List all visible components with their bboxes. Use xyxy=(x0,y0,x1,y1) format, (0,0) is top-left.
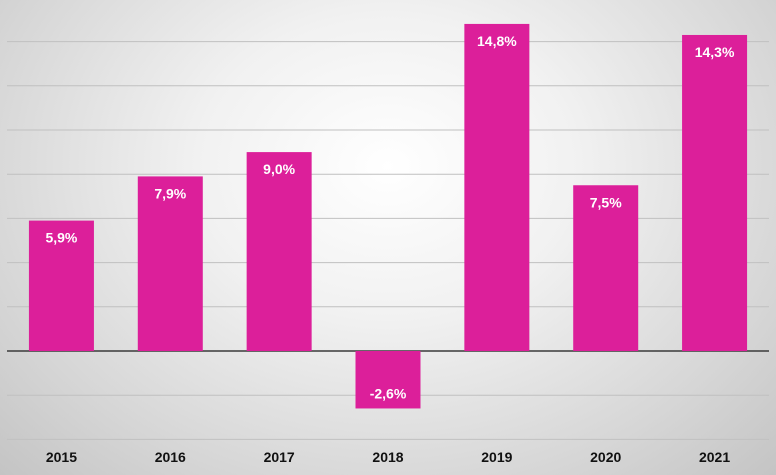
bar-2015 xyxy=(28,220,94,351)
bar-2018 xyxy=(355,351,421,409)
bar-2016 xyxy=(137,176,203,351)
x-tick-label-2020: 2020 xyxy=(590,449,621,465)
bar-2021 xyxy=(682,34,748,351)
bar-2020 xyxy=(573,185,639,351)
data-label-2017: 9,0% xyxy=(263,161,295,177)
data-label-2015: 5,9% xyxy=(45,230,77,246)
data-label-2019: 14,8% xyxy=(477,33,517,49)
bar-2017 xyxy=(246,152,312,351)
data-label-2020: 7,5% xyxy=(590,194,622,210)
bars xyxy=(28,23,748,409)
x-tick-label-2016: 2016 xyxy=(155,449,186,465)
x-tick-label-2017: 2017 xyxy=(264,449,295,465)
data-label-2018: -2,6% xyxy=(370,385,407,401)
data-label-2021: 14,3% xyxy=(695,44,735,60)
x-tick-label-2019: 2019 xyxy=(481,449,512,465)
x-tick-label-2015: 2015 xyxy=(46,449,77,465)
x-tick-labels: 2015 2016 2017 2018 2019 2020 2021 xyxy=(46,449,731,465)
x-tick-label-2021: 2021 xyxy=(699,449,730,465)
data-label-2016: 7,9% xyxy=(154,185,186,201)
data-labels: 5,9% 7,9% 9,0% -2,6% 14,8% 7,5% 14,3% xyxy=(45,33,735,402)
bar-2019 xyxy=(464,23,530,351)
x-tick-label-2018: 2018 xyxy=(372,449,403,465)
